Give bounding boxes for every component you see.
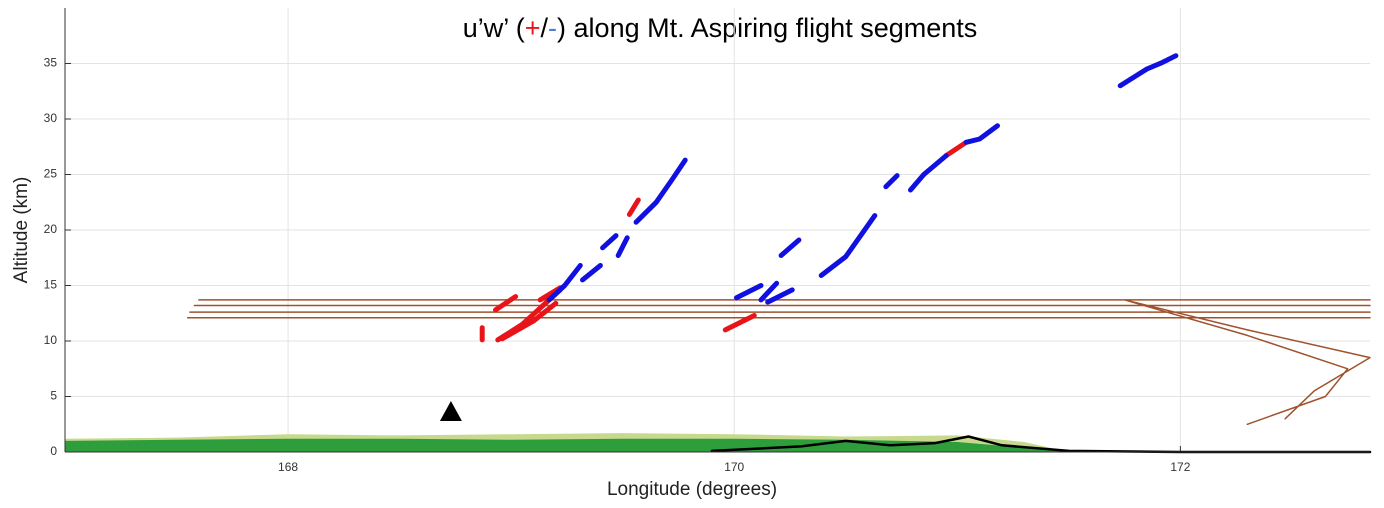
y-tick-label: 20 xyxy=(44,222,58,236)
title-part: + xyxy=(525,13,541,43)
line-segments xyxy=(710,435,1372,454)
line-segments xyxy=(186,299,1371,426)
summit-marker xyxy=(439,401,462,422)
y-axis-label: Altitude (km) xyxy=(11,177,32,284)
y-tick-label: 5 xyxy=(50,389,57,403)
x-axis-label: Longitude (degrees) xyxy=(607,479,777,500)
y-tick-label: 10 xyxy=(44,333,58,347)
line-segments xyxy=(546,53,1179,305)
x-tick-label: 170 xyxy=(724,460,744,474)
title-part: / xyxy=(541,13,549,43)
chart-title: u’w’ (+/-) along Mt. Aspiring flight seg… xyxy=(463,13,978,43)
y-tick-label: 25 xyxy=(44,167,58,181)
title-part: - xyxy=(548,13,557,43)
x-tick-label: 168 xyxy=(278,460,298,474)
title-part: ) along Mt. Aspiring flight segments xyxy=(557,13,977,43)
line-segments xyxy=(479,139,969,343)
y-tick-label: 15 xyxy=(44,278,58,292)
y-tick-label: 0 xyxy=(50,444,57,458)
y-tick-label: 30 xyxy=(44,111,58,125)
x-tick-label: 172 xyxy=(1170,460,1190,474)
y-tick-label: 35 xyxy=(44,56,58,70)
terrain-area xyxy=(65,438,1069,452)
title-part: u’w’ ( xyxy=(463,13,525,43)
